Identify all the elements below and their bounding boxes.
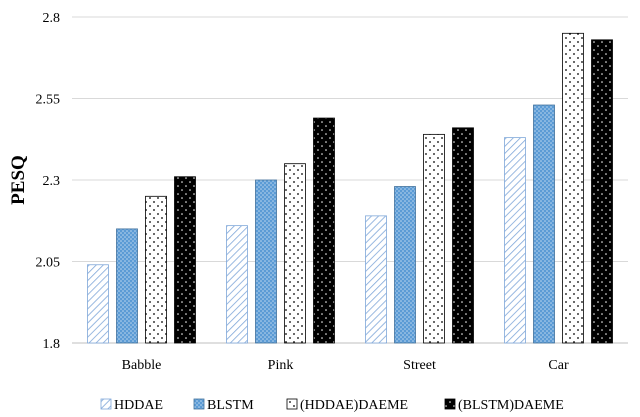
- bar-blstm-daeme-pink: [313, 117, 335, 344]
- legend-swatch: [193, 398, 205, 410]
- bar-hddae-street: [365, 215, 387, 344]
- category-label: Street: [403, 358, 436, 373]
- bars: [87, 32, 613, 344]
- bar-hddae-daeme-car: [562, 32, 584, 344]
- y-tick-label: 2.55: [36, 93, 61, 108]
- legend-label: (BLSTM)DAEME: [458, 398, 564, 413]
- bar-hddae-car: [504, 137, 526, 344]
- y-tick-label: 2.3: [43, 174, 61, 189]
- y-tick-label: 1.8: [43, 337, 61, 352]
- y-tick-labels: 1.8 2.05 2.3 2.55 2.8: [36, 11, 61, 352]
- y-axis-label: PESQ: [8, 155, 29, 205]
- bar-hddae-pink: [226, 225, 248, 344]
- y-tick-label: 2.05: [36, 256, 61, 271]
- category-label: Babble: [122, 358, 162, 373]
- legend-swatch: [444, 398, 456, 410]
- bar-blstm-car: [533, 104, 555, 344]
- category-label: Car: [548, 358, 569, 373]
- bar-blstm-daeme-street: [452, 127, 474, 344]
- category-label: Pink: [268, 358, 294, 373]
- bar-hddae-babble: [87, 264, 109, 344]
- bar-blstm-babble: [116, 228, 138, 344]
- bar-blstm-daeme-car: [591, 39, 613, 344]
- legend-label: HDDAE: [114, 398, 163, 413]
- legend-label: (HDDAE)DAEME: [300, 398, 408, 413]
- legend-swatch: [286, 398, 298, 410]
- bar-hddae-daeme-babble: [145, 195, 167, 344]
- y-tick-label: 2.8: [43, 11, 61, 26]
- bar-hddae-daeme-pink: [284, 163, 306, 344]
- legend: HDDAE BLSTM (HDDAE)DAEME (BLSTM)DAEME: [100, 398, 564, 413]
- legend-label: BLSTM: [207, 398, 254, 413]
- bar-blstm-daeme-babble: [174, 176, 196, 344]
- category-labels: Babble Pink Street Car: [122, 358, 569, 373]
- bar-blstm-street: [394, 186, 416, 344]
- bar-hddae-daeme-street: [423, 133, 445, 344]
- legend-swatch: [100, 398, 112, 410]
- bar-blstm-pink: [255, 179, 277, 344]
